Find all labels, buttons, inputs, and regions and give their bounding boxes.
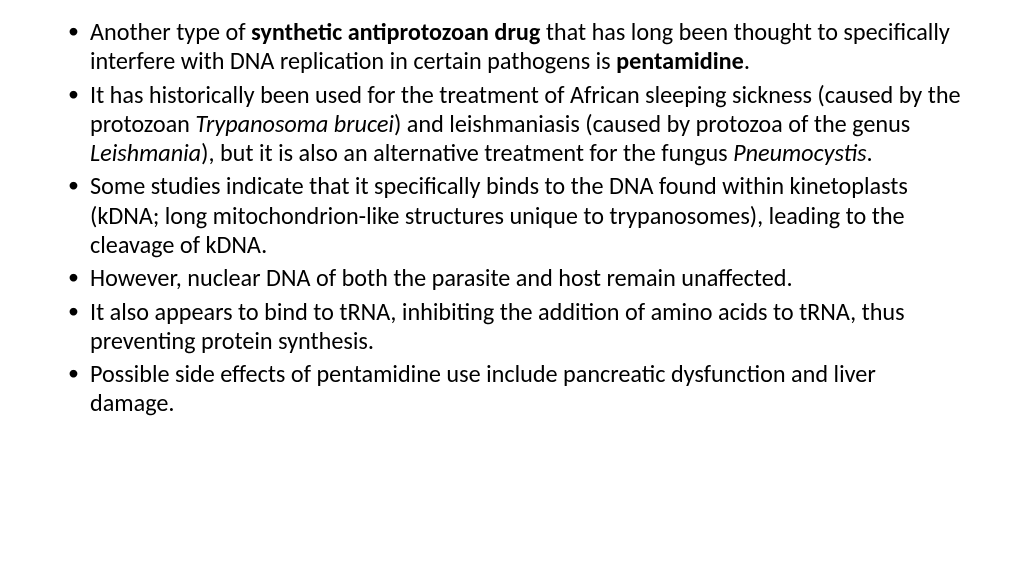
bullet-item: However, nuclear DNA of both the parasit…: [60, 264, 964, 293]
text-run: Some studies indicate that it specifical…: [90, 172, 908, 260]
bullet-item: Possible side effects of pentamidine use…: [60, 360, 964, 419]
bullet-item: Some studies indicate that it specifical…: [60, 172, 964, 260]
text-run: .: [744, 47, 750, 76]
bullet-item: Another type of synthetic antiprotozoan …: [60, 18, 964, 77]
text-run: ) and leishmaniasis (caused by protozoa …: [394, 110, 910, 139]
text-run: Possible side effects of pentamidine use…: [90, 360, 876, 418]
bullet-list: Another type of synthetic antiprotozoan …: [60, 18, 964, 419]
text-run: It also appears to bind to tRNA, inhibit…: [90, 298, 905, 356]
text-run: ), but it is also an alternative treatme…: [201, 139, 733, 168]
text-run: Leishmania: [90, 139, 201, 168]
text-run: However, nuclear DNA of both the parasit…: [90, 264, 793, 293]
text-run: Pneumocystis: [733, 139, 866, 168]
text-run: .: [866, 139, 872, 168]
text-run: synthetic antiprotozoan drug: [251, 18, 540, 47]
slide: Another type of synthetic antiprotozoan …: [0, 0, 1024, 576]
text-run: Trypanosoma brucei: [195, 110, 394, 139]
bullet-item: It also appears to bind to tRNA, inhibit…: [60, 298, 964, 357]
text-run: Another type of: [90, 18, 251, 47]
text-run: pentamidine: [616, 47, 744, 76]
bullet-item: It has historically been used for the tr…: [60, 81, 964, 169]
